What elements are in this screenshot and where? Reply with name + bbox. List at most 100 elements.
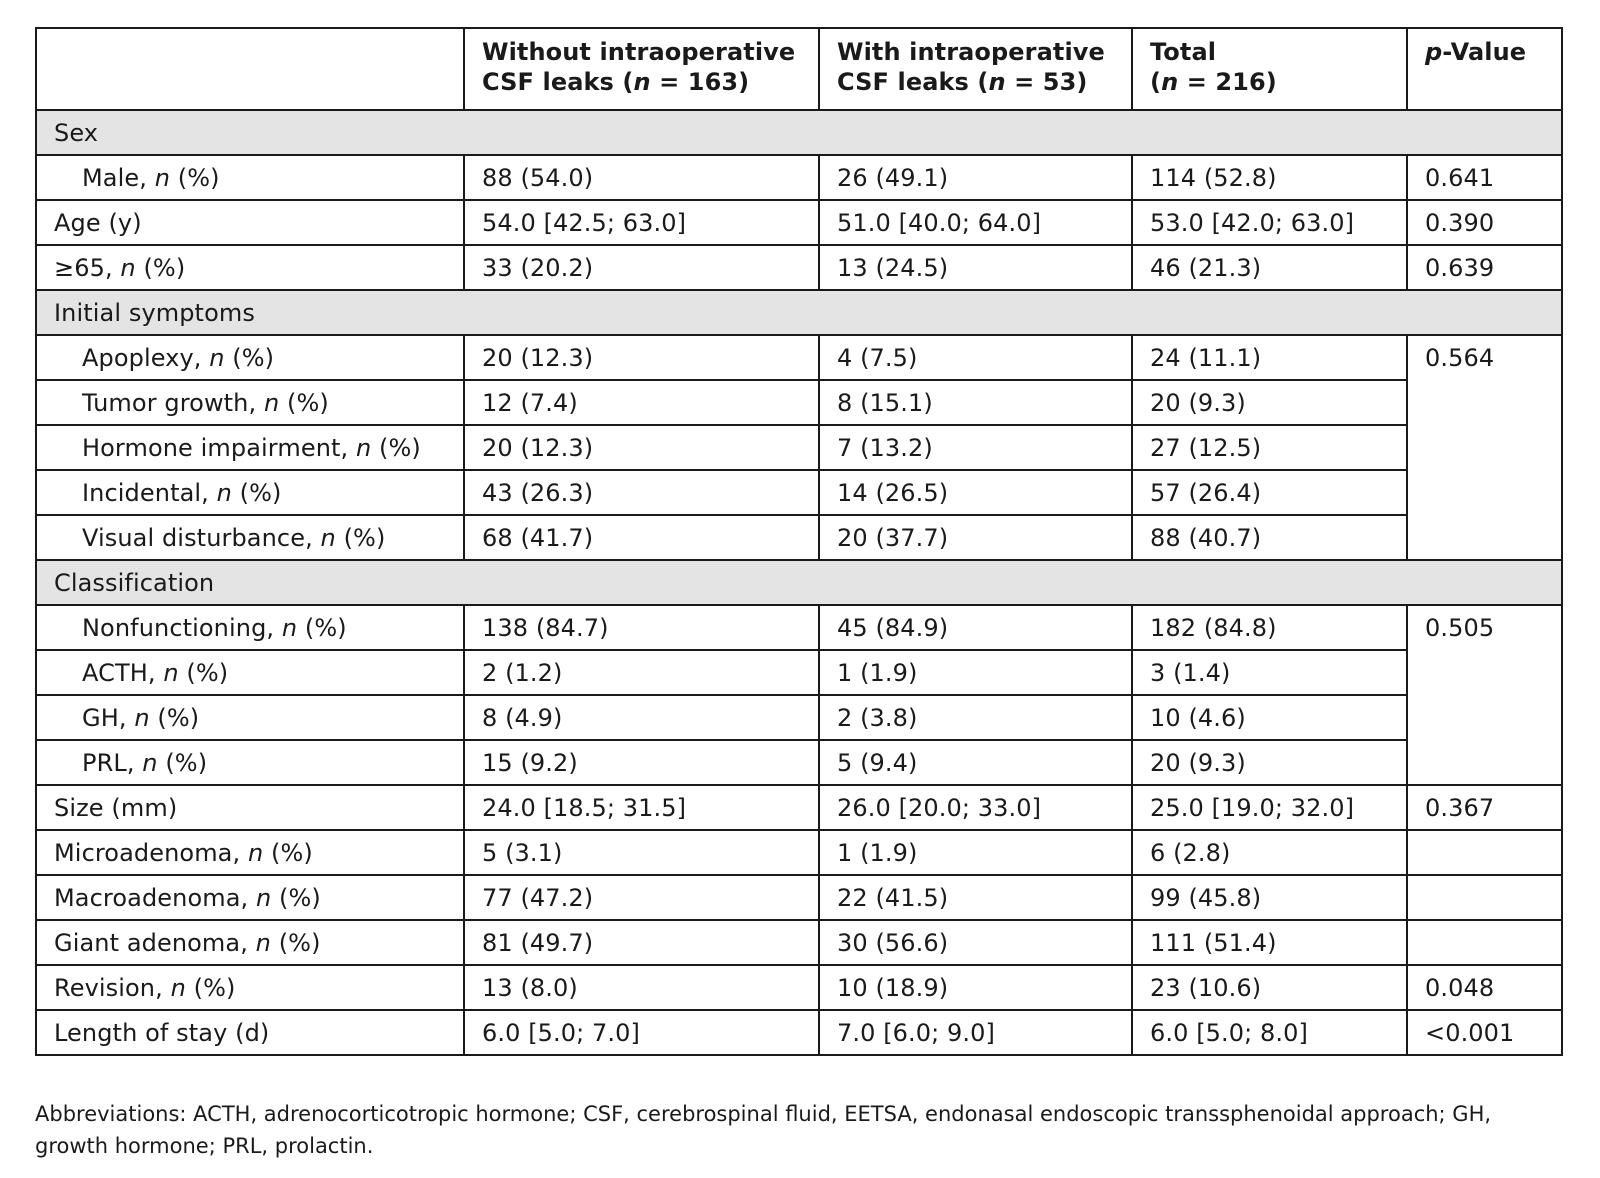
patient-characteristics-table: Without intraoperative CSF leaks (n = 16… (35, 27, 1563, 1056)
cell-without: 5 (3.1) (463, 829, 820, 876)
cell-without: 24.0 [18.5; 31.5] (463, 784, 820, 831)
cell-with: 1 (1.9) (818, 649, 1133, 696)
cell-total: 99 (45.8) (1131, 874, 1408, 921)
cell-p: 0.048 (1406, 964, 1563, 1011)
header-without-leaks-line2: CSF leaks (n = 163) (482, 68, 750, 96)
cell-with: 30 (56.6) (818, 919, 1133, 966)
cell-total: 20 (9.3) (1131, 379, 1408, 426)
cell-without: 43 (26.3) (463, 469, 820, 516)
row-label: ≥65, n (%) (35, 244, 465, 291)
table-row: Revision, n (%) 13 (8.0) 10 (18.9) 23 (1… (35, 964, 1563, 1011)
cell-total: 88 (40.7) (1131, 514, 1408, 561)
cell-with: 13 (24.5) (818, 244, 1133, 291)
cell-without: 77 (47.2) (463, 874, 820, 921)
abbreviations-footnote: Abbreviations: ACTH, adrenocorticotropic… (35, 1102, 1492, 1158)
section-row-sex: Sex (35, 109, 1563, 156)
cell-total: 111 (51.4) (1131, 919, 1408, 966)
header-with-leaks-line1: With intraoperative (837, 38, 1105, 66)
cell-with: 4 (7.5) (818, 334, 1133, 381)
row-label: Apoplexy, n (%) (35, 334, 465, 381)
table-row: Length of stay (d) 6.0 [5.0; 7.0] 7.0 [6… (35, 1009, 1563, 1056)
row-label: Microadenoma, n (%) (35, 829, 465, 876)
cell-with: 51.0 [40.0; 64.0] (818, 199, 1133, 246)
row-label: GH, n (%) (35, 694, 465, 741)
cell-without: 15 (9.2) (463, 739, 820, 786)
table-row: Size (mm) 24.0 [18.5; 31.5] 26.0 [20.0; … (35, 784, 1563, 831)
section-row-classification: Classification (35, 559, 1563, 606)
row-label: Revision, n (%) (35, 964, 465, 1011)
cell-with: 14 (26.5) (818, 469, 1133, 516)
row-label: Male, n (%) (35, 154, 465, 201)
table-row: Incidental, n (%) 43 (26.3) 14 (26.5) 57… (35, 469, 1562, 516)
cell-total: 57 (26.4) (1131, 469, 1408, 516)
table-row: Nonfunctioning, n (%) 138 (84.7) 45 (84.… (35, 604, 1563, 786)
cell-with: 8 (15.1) (818, 379, 1133, 426)
cell-p: <0.001 (1406, 1009, 1563, 1056)
cell-without: 20 (12.3) (463, 334, 820, 381)
row-label: Hormone impairment, n (%) (35, 424, 465, 471)
cell-without: 33 (20.2) (463, 244, 820, 291)
row-label: Giant adenoma, n (%) (35, 919, 465, 966)
header-total: Total (n = 216) (1131, 27, 1408, 111)
section-label: Sex (35, 109, 1563, 156)
row-label: Age (y) (35, 199, 465, 246)
row-label: Size (mm) (35, 784, 465, 831)
cell-with: 45 (84.9) (818, 604, 1133, 651)
table-row: GH, n (%) 8 (4.9) 2 (3.8) 10 (4.6) (35, 694, 1562, 741)
header-with-leaks-line2: CSF leaks (n = 53) (837, 68, 1088, 96)
row-label: PRL, n (%) (35, 739, 465, 786)
cell-total: 182 (84.8) (1131, 604, 1408, 651)
row-label: Incidental, n (%) (35, 469, 465, 516)
table-row: Macroadenoma, n (%) 77 (47.2) 22 (41.5) … (35, 874, 1563, 921)
cell-total: 46 (21.3) (1131, 244, 1408, 291)
header-total-line2: (n = 216) (1150, 68, 1277, 96)
cell-with: 7 (13.2) (818, 424, 1133, 471)
cell-total: 6.0 [5.0; 8.0] (1131, 1009, 1408, 1056)
table-row: Age (y) 54.0 [42.5; 63.0] 51.0 [40.0; 64… (35, 199, 1563, 246)
row-label: Macroadenoma, n (%) (35, 874, 465, 921)
cell-total: 24 (11.1) (1131, 334, 1408, 381)
header-total-line1: Total (1150, 38, 1217, 66)
table-row: ACTH, n (%) 2 (1.2) 1 (1.9) 3 (1.4) (35, 649, 1562, 696)
section-row-initial-symptoms: Initial symptoms (35, 289, 1563, 336)
cell-total: 10 (4.6) (1131, 694, 1408, 741)
cell-without: 8 (4.9) (463, 694, 820, 741)
cell-total: 27 (12.5) (1131, 424, 1408, 471)
header-row: Without intraoperative CSF leaks (n = 16… (35, 27, 1563, 111)
cell-p (1406, 919, 1563, 966)
row-label: Visual disturbance, n (%) (35, 514, 465, 561)
header-without-leaks: Without intraoperative CSF leaks (n = 16… (463, 27, 820, 111)
row-label: Tumor growth, n (%) (35, 379, 465, 426)
cell-without: 54.0 [42.5; 63.0] (463, 199, 820, 246)
table-row: Microadenoma, n (%) 5 (3.1) 1 (1.9) 6 (2… (35, 829, 1563, 876)
cell-without: 13 (8.0) (463, 964, 820, 1011)
cell-p: 0.367 (1406, 784, 1563, 831)
cell-p (1406, 829, 1563, 876)
cell-with: 26.0 [20.0; 33.0] (818, 784, 1133, 831)
row-label: Nonfunctioning, n (%) (35, 604, 465, 651)
cell-total: 25.0 [19.0; 32.0] (1131, 784, 1408, 831)
cell-p: 0.641 (1406, 154, 1563, 201)
row-label: Length of stay (d) (35, 1009, 465, 1056)
table-container: Without intraoperative CSF leaks (n = 16… (35, 27, 1563, 1056)
header-p-value: p-Value (1406, 27, 1563, 111)
header-with-leaks: With intraoperative CSF leaks (n = 53) (818, 27, 1133, 111)
cell-with: 1 (1.9) (818, 829, 1133, 876)
cell-p: 0.639 (1406, 244, 1563, 291)
cell-total: 53.0 [42.0; 63.0] (1131, 199, 1408, 246)
table-row: Tumor growth, n (%) 12 (7.4) 8 (15.1) 20… (35, 379, 1562, 426)
table-row: Giant adenoma, n (%) 81 (49.7) 30 (56.6)… (35, 919, 1563, 966)
cell-p: 0.390 (1406, 199, 1563, 246)
cell-without: 6.0 [5.0; 7.0] (463, 1009, 820, 1056)
cell-total: 20 (9.3) (1131, 739, 1408, 786)
cell-with: 26 (49.1) (818, 154, 1133, 201)
cell-with: 22 (41.5) (818, 874, 1133, 921)
cell-p (1406, 874, 1563, 921)
cell-without: 20 (12.3) (463, 424, 820, 471)
cell-without: 138 (84.7) (463, 604, 820, 651)
table-row: Visual disturbance, n (%) 68 (41.7) 20 (… (35, 514, 1562, 561)
cell-p-classification: 0.505 (1406, 604, 1563, 786)
cell-with: 7.0 [6.0; 9.0] (818, 1009, 1133, 1056)
cell-without: 68 (41.7) (463, 514, 820, 561)
section-label: Initial symptoms (35, 289, 1563, 336)
